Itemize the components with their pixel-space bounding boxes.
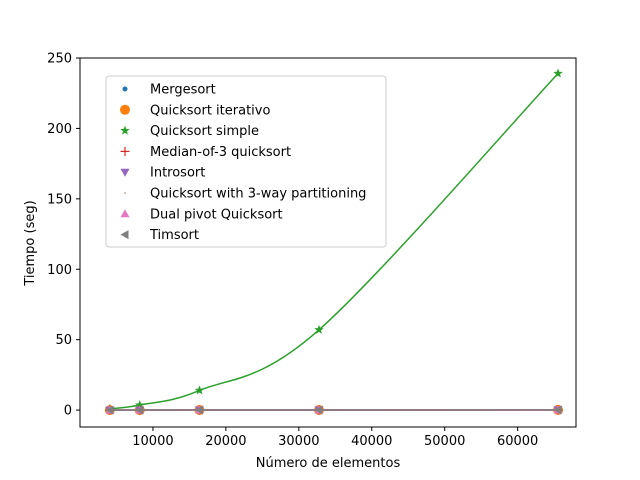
y-axis-label: Tiempo (seg) xyxy=(23,200,38,286)
series-timsort xyxy=(105,405,562,415)
x-tick-label: 30000 xyxy=(278,434,319,449)
y-tick-label: 100 xyxy=(47,263,72,278)
legend-label: Median-of-3 quicksort xyxy=(150,145,291,160)
data-point xyxy=(105,405,114,415)
legend-marker xyxy=(120,168,130,177)
plot-area xyxy=(104,68,564,416)
y-tick-label: 200 xyxy=(47,122,72,137)
legend-item: Quicksort simple xyxy=(120,124,259,139)
legend-marker xyxy=(122,86,128,92)
data-point xyxy=(314,324,324,334)
axes-frame xyxy=(79,57,577,428)
legend-marker xyxy=(120,230,129,240)
legend: Mergesort Quicksort iterativo Quicksort si… xyxy=(105,75,387,248)
y-tick-label: 250 xyxy=(47,52,72,67)
legend-label: Timsort xyxy=(149,228,199,243)
data-point xyxy=(135,405,144,415)
y-tick-label: 0 xyxy=(64,404,72,419)
data-point xyxy=(194,385,205,395)
x-tick-label: 60000 xyxy=(497,434,538,449)
legend-label: Mergesort xyxy=(150,83,216,98)
legend-label: Quicksort iterativo xyxy=(150,103,270,118)
y-tick-label: 50 xyxy=(55,333,72,348)
legend-item: Mergesort xyxy=(122,83,216,98)
data-point xyxy=(553,405,562,415)
y-tick-label: 150 xyxy=(47,192,72,207)
legend-item: Quicksort iterativo xyxy=(120,103,270,118)
legend-box xyxy=(105,75,387,248)
x-tick-label: 20000 xyxy=(205,434,246,449)
legend-marker xyxy=(120,209,130,218)
legend-item: Quicksort with 3-way partitioning xyxy=(124,187,366,202)
legend-marker xyxy=(120,146,130,156)
data-point xyxy=(314,405,323,415)
data-point xyxy=(135,400,145,410)
legend-marker xyxy=(124,192,126,194)
legend-item: Median-of-3 quicksort xyxy=(120,145,291,160)
x-axis-label: Número de elementos xyxy=(256,456,401,471)
axes: 10000 20000 30000 40000 50000 60000 0 50 100 150 2… xyxy=(47,52,577,449)
legend-label: Introsort xyxy=(150,166,205,181)
legend-item: Introsort xyxy=(120,166,205,181)
legend-marker xyxy=(120,104,130,115)
legend-label: Quicksort with 3-way partitioning xyxy=(150,187,366,202)
legend-label: Dual pivot Quicksort xyxy=(150,207,283,222)
x-tick-label: 50000 xyxy=(424,434,465,449)
data-point xyxy=(553,68,563,78)
legend-item: Dual pivot Quicksort xyxy=(120,207,283,222)
legend-label: Quicksort simple xyxy=(150,124,259,139)
x-tick-label: 10000 xyxy=(132,434,173,449)
legend-marker xyxy=(120,125,130,135)
data-point xyxy=(195,405,204,415)
x-tick-label: 40000 xyxy=(351,434,392,449)
legend-item: Timsort xyxy=(120,228,199,243)
